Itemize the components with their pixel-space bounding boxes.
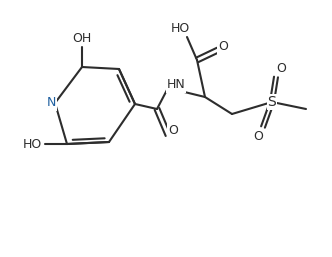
Text: OH: OH: [72, 32, 92, 44]
Text: S: S: [268, 95, 276, 109]
Text: O: O: [218, 41, 228, 53]
Text: HN: HN: [167, 78, 185, 91]
Text: N: N: [46, 96, 56, 109]
Text: O: O: [168, 124, 178, 136]
Text: HO: HO: [22, 137, 42, 151]
Text: O: O: [276, 61, 286, 75]
Text: O: O: [253, 130, 263, 142]
Text: HO: HO: [170, 22, 190, 34]
